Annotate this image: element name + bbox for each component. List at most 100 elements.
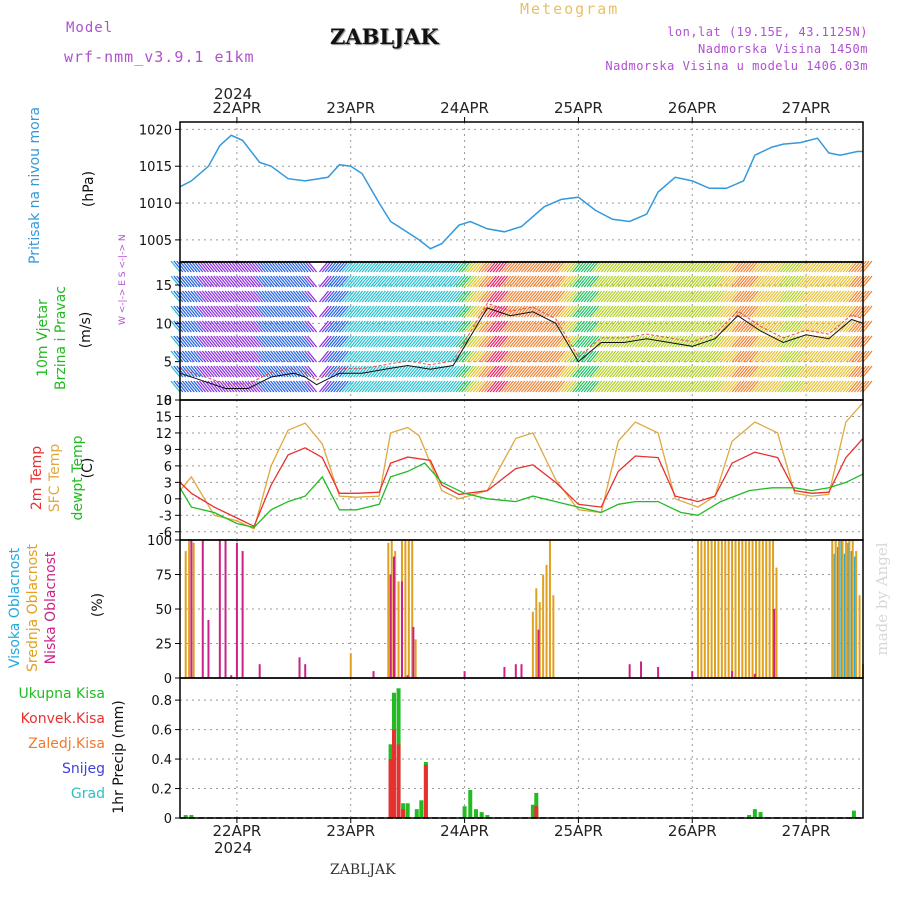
wind-barb (853, 380, 864, 393)
wind-barb (330, 380, 341, 393)
wind-barb (481, 260, 492, 273)
y-tick-label: -3 (159, 509, 172, 524)
wind-barb (845, 320, 856, 333)
wind-barb (184, 350, 195, 363)
wind-barb (862, 290, 873, 303)
y-tick-label: 1005 (139, 234, 172, 249)
wind-barb (489, 320, 500, 333)
wind-barb (432, 305, 443, 318)
wind-barb (333, 320, 344, 333)
wind-barb (606, 305, 617, 318)
wind-barb (424, 380, 435, 393)
wind-barb (614, 290, 625, 303)
wind-barb (768, 260, 779, 273)
wind-barb (272, 320, 283, 333)
wind-barb (589, 260, 600, 273)
wind-barb (378, 335, 389, 348)
wind-barb (802, 365, 813, 378)
wind-barb (805, 290, 816, 303)
wind-barb (828, 305, 839, 318)
wind-barb (606, 260, 617, 273)
wind-barb (603, 320, 614, 333)
wind-barb (862, 260, 873, 273)
wind-barb (799, 275, 810, 288)
wind-barb (751, 275, 762, 288)
wind-barb (740, 290, 751, 303)
wind-barb (859, 365, 870, 378)
wind-barb (307, 335, 318, 348)
wind-barb (614, 350, 625, 363)
cloud-bar (545, 564, 548, 678)
wind-barb (842, 290, 853, 303)
wind-barb (355, 380, 366, 393)
wind-barb (418, 335, 429, 348)
wind-barb (586, 305, 597, 318)
wind-barb (617, 365, 628, 378)
wind-barb (438, 305, 449, 318)
wind-barb (609, 305, 620, 318)
wind-barb (324, 305, 335, 318)
wind-barb (708, 275, 719, 288)
wind-barb (589, 275, 600, 288)
wind-barb (612, 380, 623, 393)
wind-barb (674, 365, 685, 378)
wind-barb (555, 260, 566, 273)
wind-barb (771, 380, 782, 393)
cloud-bar (851, 540, 854, 678)
wind-barb (427, 380, 438, 393)
precip-bar (423, 764, 428, 818)
wind-barb (184, 260, 195, 273)
wind-barb (802, 380, 813, 393)
wind-barb (447, 335, 457, 348)
wind-barb (261, 365, 272, 378)
wind-barb (179, 260, 190, 273)
wind-barb (227, 380, 238, 393)
wind-barb (261, 380, 272, 393)
wind-barb (210, 320, 221, 333)
wind-barb (797, 335, 808, 348)
wind-barb (298, 380, 309, 393)
wind-barb (762, 305, 773, 318)
wind-barb (410, 260, 420, 273)
wind-barb (805, 380, 816, 393)
wind-barb (814, 275, 825, 288)
wind-barb (552, 380, 563, 393)
wind-barb (577, 305, 588, 318)
wind-barb (666, 350, 677, 363)
wind-barb (398, 335, 409, 348)
wind-barb (777, 380, 788, 393)
wind-barb (486, 275, 497, 288)
wind-barb (290, 365, 300, 378)
wind-barb (688, 290, 699, 303)
wind-barb (808, 335, 819, 348)
wind-barb (714, 275, 725, 288)
legend-freezing-rain: Zaledj.Kisa (28, 736, 105, 752)
wind-barb (748, 260, 759, 273)
wind-barb (415, 305, 426, 318)
wind-barb (853, 350, 864, 363)
wind-barb (774, 260, 785, 273)
wind-barb (762, 380, 773, 393)
date-label-top: 24APR (440, 99, 489, 117)
wind-barb (301, 320, 312, 333)
wind-barb (811, 275, 822, 288)
wind-barb (509, 365, 520, 378)
wind-barb (173, 335, 184, 348)
wind-barb (688, 380, 699, 393)
wind-barb (634, 320, 645, 333)
wind-barb (780, 380, 790, 393)
wind-barb (686, 290, 697, 303)
wind-barb (595, 380, 605, 393)
wind-barb (737, 260, 748, 273)
wind-barb (853, 260, 864, 273)
wind-barb (549, 365, 560, 378)
wind-barb (586, 335, 597, 348)
wind-barb (694, 275, 705, 288)
wind-barb (218, 320, 229, 333)
wind-barb (216, 335, 226, 348)
precip-bar (189, 815, 194, 818)
precip-bar (183, 815, 188, 818)
wind-barb (441, 305, 452, 318)
wind-barb (321, 290, 332, 303)
wind-barb (700, 275, 711, 288)
